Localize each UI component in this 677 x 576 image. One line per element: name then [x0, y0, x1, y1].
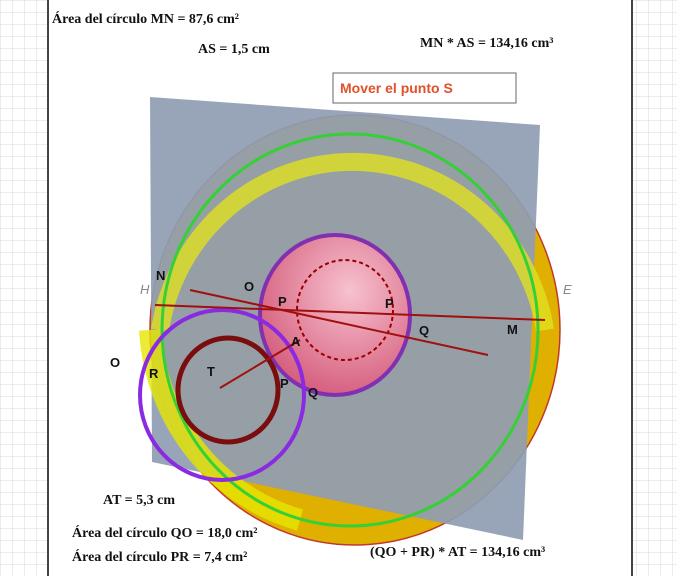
point-label: Q [419, 323, 429, 338]
grid-left [0, 0, 48, 576]
as: AS = 1,5 cm [198, 42, 270, 57]
applet: Área del círculo MN = 87,6 cm² AS = 1,5 … [0, 0, 677, 576]
point-label: P [280, 376, 289, 391]
point-label: E [563, 282, 572, 297]
area-qo: Área del círculo QO = 18,0 cm² [72, 524, 257, 541]
figure [140, 97, 560, 545]
product: (QO + PR) * AT = 134,16 cm³ [370, 545, 545, 560]
area-pr: Área del círculo PR = 7,4 cm² [72, 548, 247, 565]
point-label: R [149, 366, 159, 381]
point-label: T [207, 364, 215, 379]
point-label: M [507, 322, 518, 337]
point-label: O [244, 279, 254, 294]
point-label: N [156, 268, 165, 283]
circle-qo-inner [260, 235, 410, 395]
area-mn: Área del círculo MN = 87,6 cm² [52, 10, 239, 27]
at: AT = 5,3 cm [103, 493, 175, 508]
grid-right [632, 0, 677, 576]
point-label: A [291, 334, 301, 349]
button-label[interactable]: Mover el punto S [340, 80, 453, 96]
point-label: P [385, 296, 394, 311]
mn-as: MN * AS = 134,16 cm³ [420, 36, 554, 51]
point-label: Q [308, 385, 318, 400]
point-label: P [278, 294, 287, 309]
point-label: O [110, 355, 120, 370]
point-label: H [140, 282, 150, 297]
